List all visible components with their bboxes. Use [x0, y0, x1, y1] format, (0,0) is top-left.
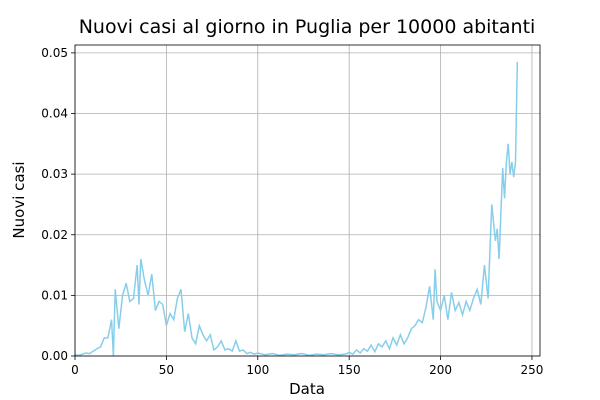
x-axis-label: Data [289, 380, 325, 398]
y-tick-label: 0.05 [41, 46, 68, 60]
y-tick-label: 0.02 [41, 228, 68, 242]
y-tick-label: 0.00 [41, 349, 68, 363]
x-tick-label: 100 [246, 363, 269, 377]
x-tick-label: 50 [159, 363, 174, 377]
x-tick-label: 0 [71, 363, 79, 377]
data-line [74, 61, 519, 357]
x-tick-label: 150 [338, 363, 361, 377]
x-tick-label: 200 [429, 363, 452, 377]
y-tick-label: 0.04 [41, 107, 68, 121]
y-tick-label: 0.03 [41, 167, 68, 181]
plot-frame [74, 44, 541, 357]
y-tick-label: 0.01 [41, 288, 68, 302]
y-axis-label: Nuovi casi [10, 161, 28, 238]
x-tick-label: 250 [521, 363, 544, 377]
chart-title: Nuovi casi al giorno in Puglia per 10000… [79, 16, 536, 38]
